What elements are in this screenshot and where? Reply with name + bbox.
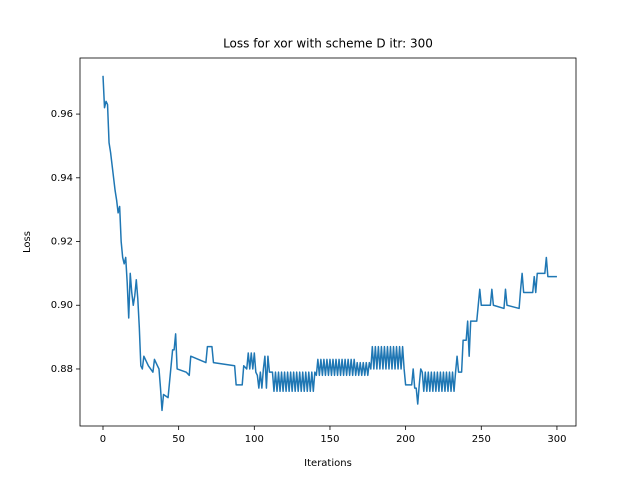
chart-title: Loss for xor with scheme D itr: 300 <box>223 37 433 51</box>
y-tick-label: 0.92 <box>51 237 73 248</box>
x-tick-label: 300 <box>547 434 566 445</box>
x-tick-label: 250 <box>472 434 491 445</box>
x-axis-label: Iterations <box>304 458 352 469</box>
plot-frame <box>79 57 577 427</box>
y-tick-label: 0.88 <box>51 364 73 375</box>
y-tick-label: 0.90 <box>51 300 73 311</box>
x-tick-label: 100 <box>245 434 264 445</box>
x-tick-label: 150 <box>320 434 339 445</box>
y-axis-label: Loss <box>22 231 33 253</box>
y-tick-label: 0.96 <box>51 109 73 120</box>
y-tick-label: 0.94 <box>51 173 73 184</box>
data-line <box>102 75 557 412</box>
x-tick-label: 50 <box>172 434 185 445</box>
x-tick-label: 200 <box>396 434 415 445</box>
x-tick-label: 0 <box>100 434 106 445</box>
